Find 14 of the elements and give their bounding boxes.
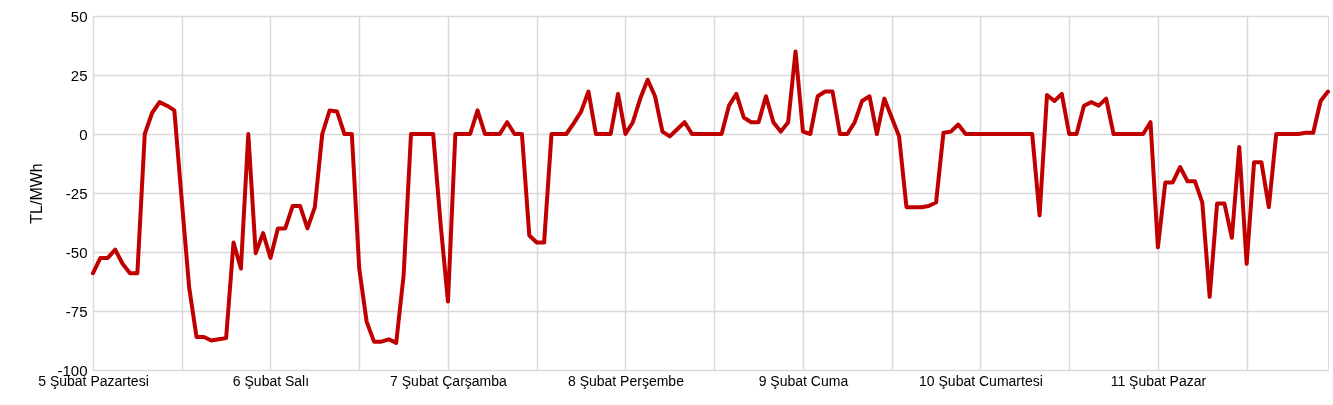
x-tick-label: 11 Şubat Pazar xyxy=(1110,372,1207,389)
y-tick-label: -75 xyxy=(65,302,88,320)
x-tick-label: 7 Şubat Çarşamba xyxy=(390,372,508,389)
x-tick-label: 8 Şubat Perşembe xyxy=(567,372,685,389)
y-tick-label: -25 xyxy=(65,184,88,202)
line-series xyxy=(91,49,1330,345)
x-tick-label: 10 Şubat Cumartesi xyxy=(919,372,1043,389)
y-tick-label: 50 xyxy=(70,7,88,25)
x-tick-label: 9 Şubat Cuma xyxy=(758,372,849,389)
x-tick-label: 6 Şubat Salı xyxy=(232,372,310,389)
y-tick-label: 25 xyxy=(70,66,88,84)
y-tick-label: -50 xyxy=(65,243,88,261)
y-tick-label: 0 xyxy=(79,125,88,143)
y-axis-title: TL/MWh xyxy=(28,163,46,224)
